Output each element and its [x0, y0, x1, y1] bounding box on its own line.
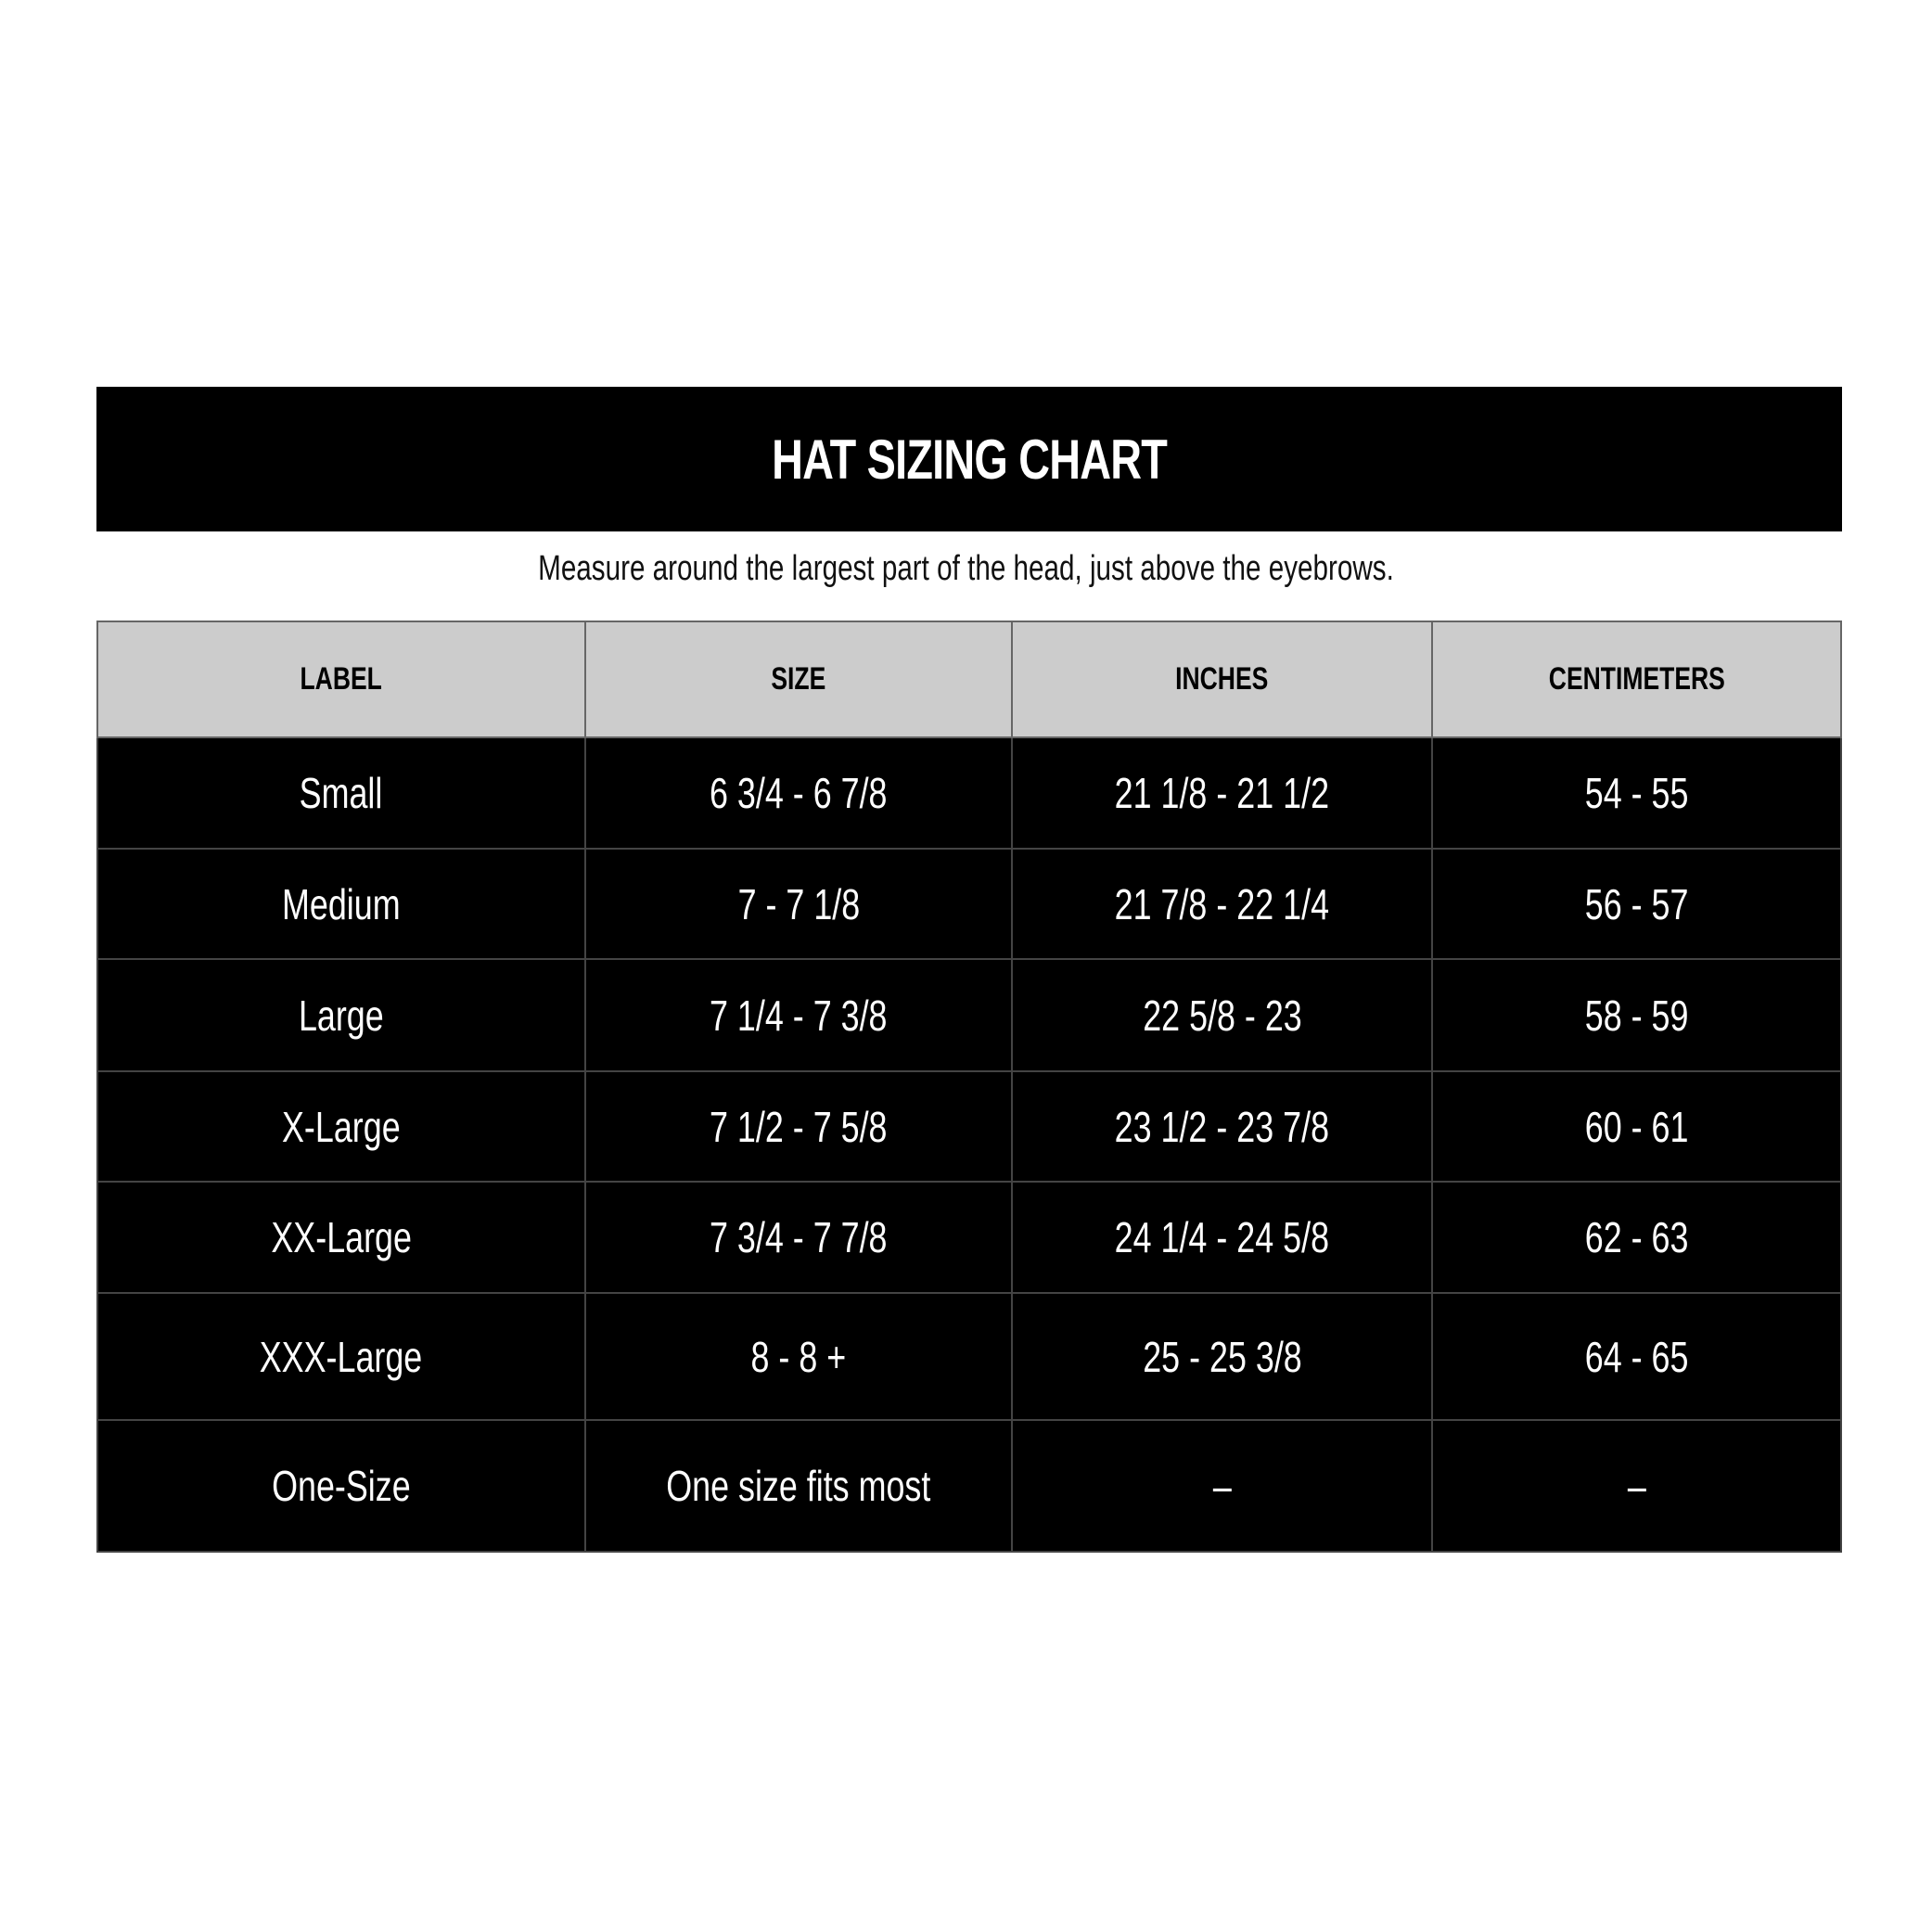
cell-text: 21 7/8 - 22 1/4: [1114, 879, 1330, 928]
header-inches-text: INCHES: [1175, 661, 1269, 697]
cell-inches: 23 1/2 - 23 7/8: [1011, 1070, 1433, 1183]
cell-text: 7 1/4 - 7 3/8: [710, 991, 888, 1040]
cell-label: One-Size: [96, 1419, 586, 1553]
cell-text: 24 1/4 - 24 5/8: [1114, 1213, 1330, 1261]
cell-text: X-Large: [282, 1102, 401, 1151]
cell-inches: 22 5/8 - 23: [1011, 958, 1433, 1072]
cell-size: 7 1/2 - 7 5/8: [584, 1070, 1013, 1183]
header-size: SIZE: [584, 621, 1013, 738]
cell-size: One size fits most: [584, 1419, 1013, 1553]
table-header-row: LABEL SIZE INCHES CENTIMETERS: [96, 621, 1842, 738]
cell-size: 6 3/4 - 6 7/8: [584, 736, 1013, 850]
cell-label: Medium: [96, 848, 586, 960]
table-row: One-Size One size fits most – –: [96, 1419, 1842, 1553]
cell-inches: 24 1/4 - 24 5/8: [1011, 1181, 1433, 1294]
cell-text: 22 5/8 - 23: [1142, 991, 1302, 1040]
cell-size: 7 3/4 - 7 7/8: [584, 1181, 1013, 1294]
cell-inches: 25 - 25 3/8: [1011, 1292, 1433, 1421]
measure-instructions: Measure around the largest part of the h…: [0, 549, 1932, 589]
cell-text: XX-Large: [271, 1213, 412, 1261]
cell-text: 6 3/4 - 6 7/8: [710, 769, 888, 817]
table-row: X-Large 7 1/2 - 7 5/8 23 1/2 - 23 7/8 60 - …: [96, 1070, 1842, 1183]
cell-text: XXX-Large: [260, 1332, 423, 1381]
cell-centimeters: 62 - 63: [1431, 1181, 1842, 1294]
cell-text: –: [1627, 1462, 1646, 1510]
sizing-table: LABEL SIZE INCHES CENTIMETERS Small 6 3/4…: [96, 621, 1842, 1553]
cell-text: One-Size: [272, 1462, 411, 1510]
cell-label: Large: [96, 958, 586, 1072]
cell-text: 60 - 61: [1584, 1102, 1689, 1151]
header-label-text: LABEL: [300, 661, 383, 697]
cell-text: 7 3/4 - 7 7/8: [710, 1213, 888, 1261]
cell-size: 7 - 7 1/8: [584, 848, 1013, 960]
cell-size: 7 1/4 - 7 3/8: [584, 958, 1013, 1072]
header-label: LABEL: [96, 621, 586, 738]
cell-centimeters: 60 - 61: [1431, 1070, 1842, 1183]
cell-label: XXX-Large: [96, 1292, 586, 1421]
cell-text: 21 1/8 - 21 1/2: [1114, 769, 1330, 817]
cell-text: One size fits most: [666, 1462, 931, 1510]
title-banner: HAT SIZING CHART: [96, 387, 1842, 531]
table-row: Small 6 3/4 - 6 7/8 21 1/8 - 21 1/2 54 - 55: [96, 736, 1842, 850]
cell-text: 64 - 65: [1584, 1332, 1689, 1381]
cell-text: 7 - 7 1/8: [737, 879, 860, 928]
cell-text: Small: [300, 769, 383, 817]
cell-centimeters: 54 - 55: [1431, 736, 1842, 850]
table-row: XXX-Large 8 - 8 + 25 - 25 3/8 64 - 65: [96, 1292, 1842, 1421]
header-centimeters: CENTIMETERS: [1431, 621, 1842, 738]
cell-text: Medium: [282, 879, 401, 928]
cell-text: –: [1212, 1462, 1232, 1510]
cell-text: 54 - 55: [1584, 769, 1689, 817]
cell-inches: 21 7/8 - 22 1/4: [1011, 848, 1433, 960]
cell-centimeters: 64 - 65: [1431, 1292, 1842, 1421]
cell-inches: 21 1/8 - 21 1/2: [1011, 736, 1433, 850]
cell-size: 8 - 8 +: [584, 1292, 1013, 1421]
cell-text: 7 1/2 - 7 5/8: [710, 1102, 888, 1151]
header-centimeters-text: CENTIMETERS: [1548, 661, 1725, 697]
cell-centimeters: 56 - 57: [1431, 848, 1842, 960]
cell-text: 58 - 59: [1584, 991, 1689, 1040]
cell-text: 23 1/2 - 23 7/8: [1114, 1102, 1330, 1151]
cell-text: Large: [299, 991, 384, 1040]
header-size-text: SIZE: [771, 661, 826, 697]
cell-text: 62 - 63: [1584, 1213, 1689, 1261]
page-title: HAT SIZING CHART: [771, 428, 1168, 491]
table-row: XX-Large 7 3/4 - 7 7/8 24 1/4 - 24 5/8 62 -…: [96, 1181, 1842, 1294]
cell-inches: –: [1011, 1419, 1433, 1553]
cell-centimeters: 58 - 59: [1431, 958, 1842, 1072]
header-inches: INCHES: [1011, 621, 1433, 738]
cell-text: 56 - 57: [1584, 879, 1689, 928]
cell-label: Small: [96, 736, 586, 850]
cell-text: 8 - 8 +: [750, 1332, 847, 1381]
cell-text: 25 - 25 3/8: [1142, 1332, 1302, 1381]
table-row: Large 7 1/4 - 7 3/8 22 5/8 - 23 58 - 59: [96, 958, 1842, 1072]
table-row: Medium 7 - 7 1/8 21 7/8 - 22 1/4 56 - 57: [96, 848, 1842, 960]
cell-label: XX-Large: [96, 1181, 586, 1294]
cell-label: X-Large: [96, 1070, 586, 1183]
subtitle-text: Measure around the largest part of the h…: [538, 549, 1394, 588]
cell-centimeters: –: [1431, 1419, 1842, 1553]
